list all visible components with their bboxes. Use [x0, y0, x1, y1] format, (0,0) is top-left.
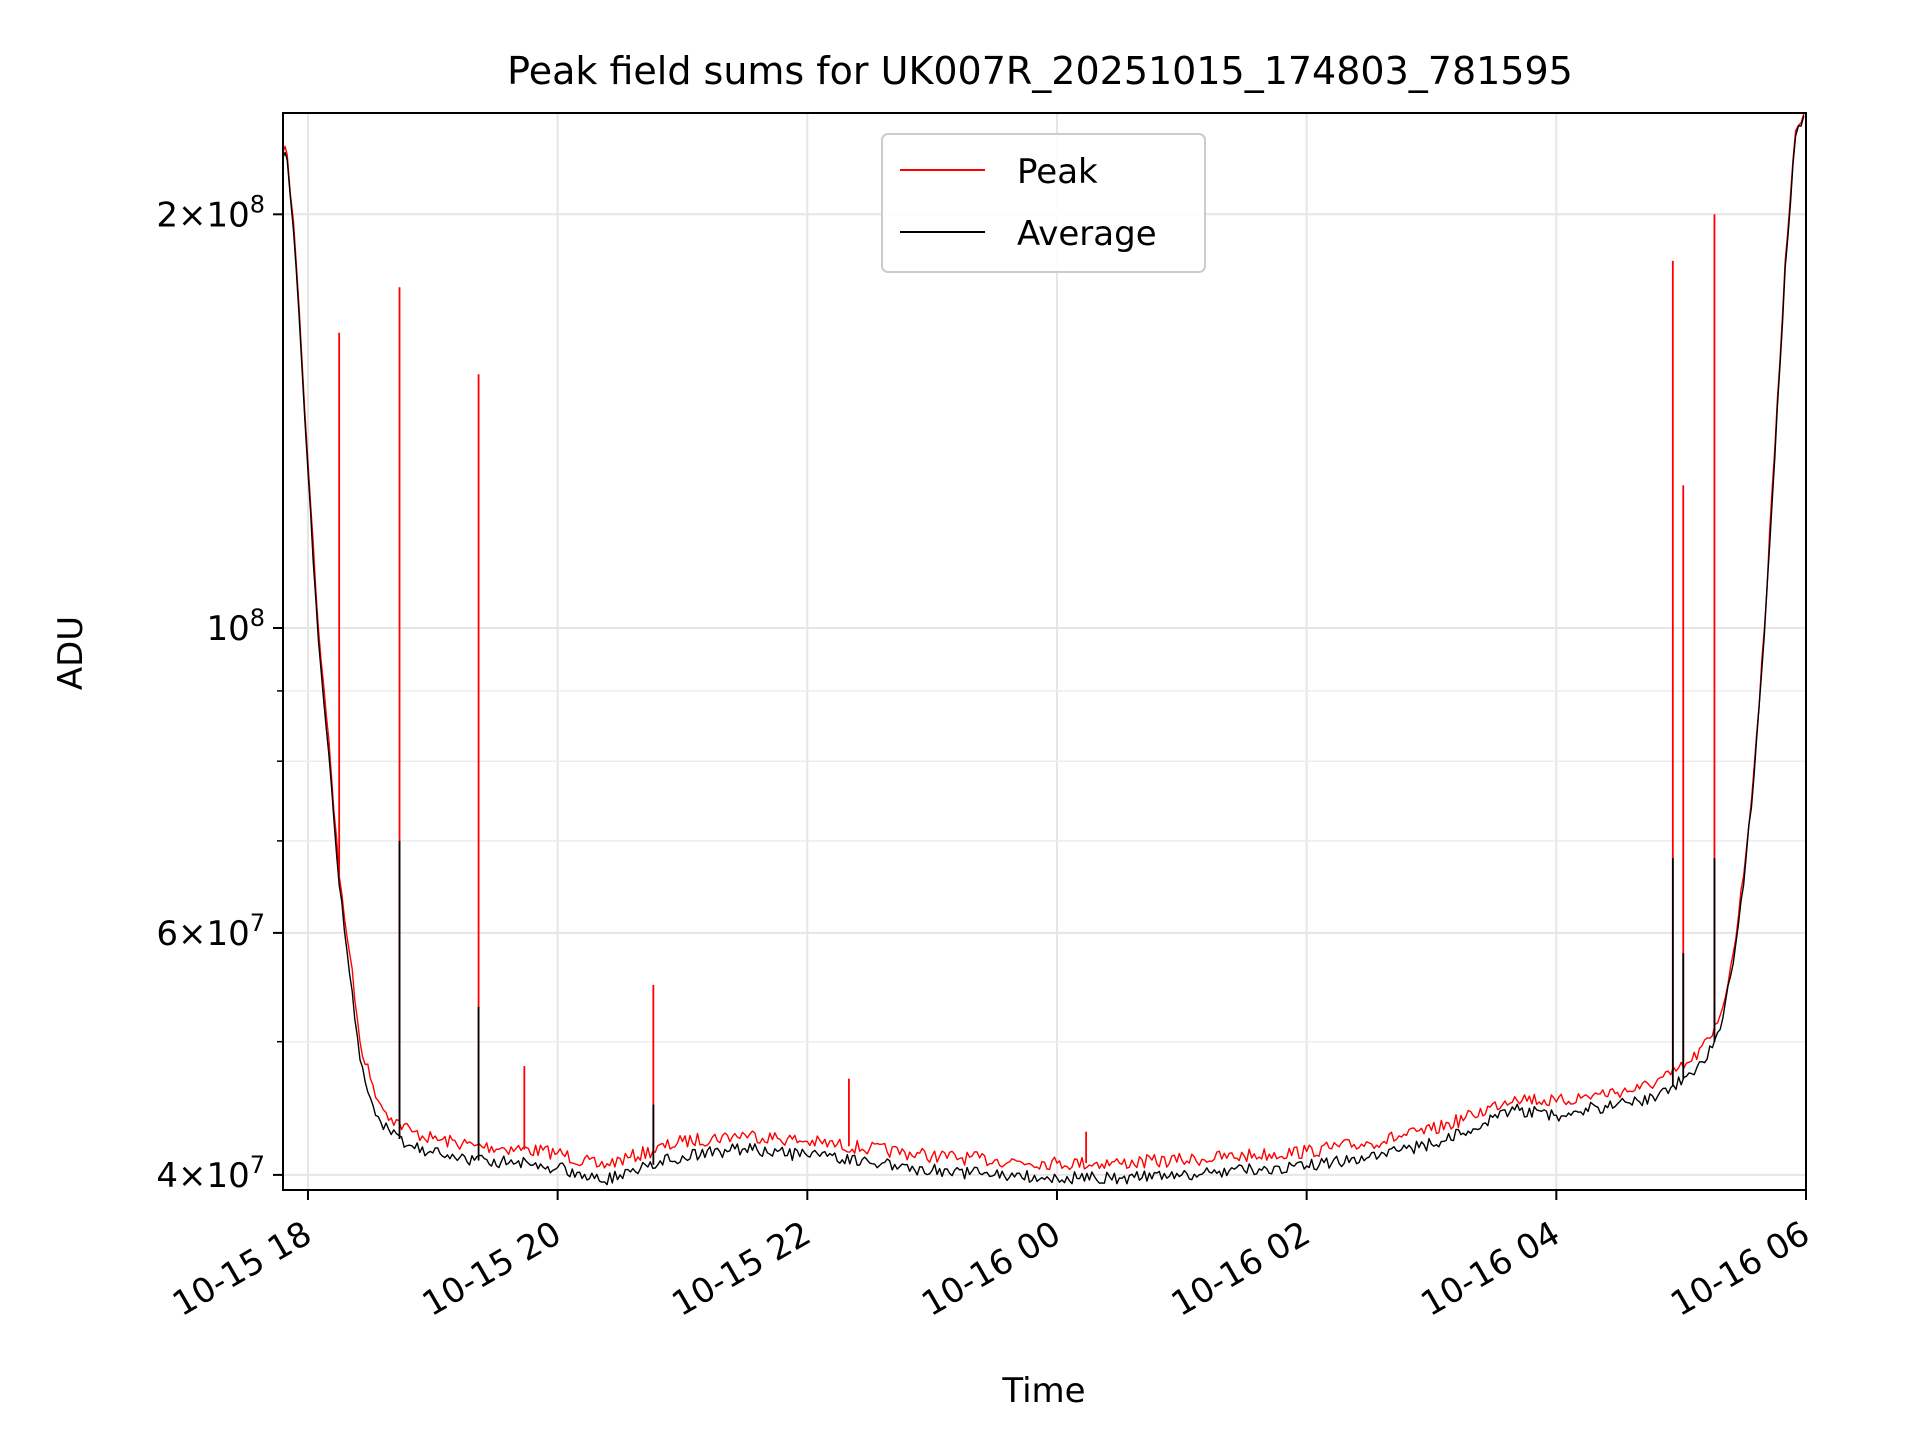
- y-tick-label-part: 2: [156, 195, 178, 235]
- y-tick-label-part: 10: [206, 914, 249, 954]
- grid: [283, 113, 1807, 1190]
- y-tick-label: 108: [206, 604, 265, 649]
- axes-frame: [282, 112, 1807, 1191]
- chart-title: Peak field sums for UK007R_20251015_1748…: [507, 49, 1573, 93]
- y-tick-label-part: 7: [250, 1151, 265, 1179]
- y-tick-label-part: ×: [178, 1156, 207, 1196]
- y-tick-label-part: 10: [206, 1156, 249, 1196]
- y-tick-label-part: 10: [206, 195, 249, 235]
- x-tick-label: 10-16 06: [1664, 1214, 1816, 1325]
- y-tick-label: 2×108: [156, 190, 265, 235]
- series-line-average: [283, 115, 1805, 1186]
- y-tick-label-part: ×: [178, 914, 207, 954]
- x-tick-label: 10-16 04: [1414, 1214, 1566, 1325]
- y-tick-label-part: 4: [156, 1156, 178, 1196]
- series-line-peak: [283, 113, 1805, 1171]
- y-tick-label-part: 7: [250, 909, 265, 937]
- x-axis: 10-15 18 10-15 20 10-15 22 10-16 00 10-16 02…: [166, 1190, 1817, 1325]
- y-tick-label-part: 8: [250, 604, 265, 632]
- y-tick-label-part: 10: [206, 609, 249, 649]
- x-tick-label: 10-15 22: [665, 1214, 817, 1325]
- y-tick-label: 6×107: [156, 909, 265, 954]
- y-tick-label-part: 8: [250, 190, 265, 218]
- legend-peak-label: Peak: [1017, 152, 1098, 192]
- plot-area: [283, 113, 1805, 1186]
- y-axis-label: ADU: [51, 616, 91, 690]
- x-tick-label: 10-15 20: [416, 1214, 568, 1325]
- legend-average-label: Average: [1017, 214, 1157, 254]
- y-tick-label-part: ×: [178, 195, 207, 235]
- y-tick-label-part: 6: [156, 914, 178, 954]
- legend: Peak Average: [881, 133, 1206, 273]
- legend-box: [881, 133, 1206, 273]
- x-tick-label: 10-15 18: [166, 1214, 318, 1325]
- x-tick-label: 10-16 00: [915, 1214, 1067, 1325]
- y-tick-label: 4×107: [156, 1151, 265, 1196]
- x-axis-label: Time: [1001, 1371, 1085, 1411]
- x-tick-label: 10-16 02: [1165, 1214, 1317, 1325]
